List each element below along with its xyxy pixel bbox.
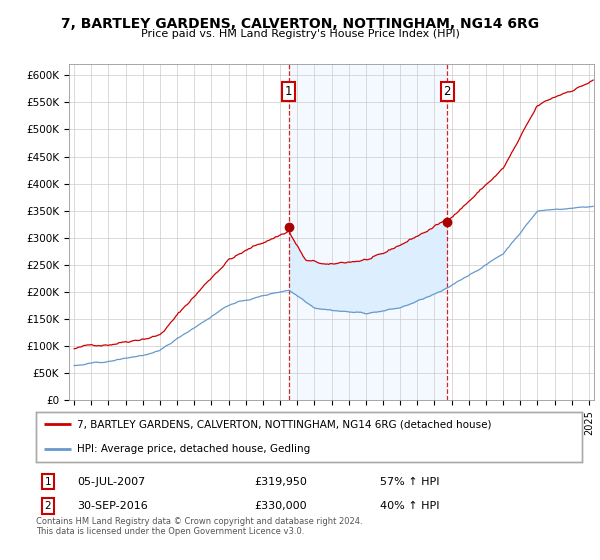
- Text: 7, BARTLEY GARDENS, CALVERTON, NOTTINGHAM, NG14 6RG: 7, BARTLEY GARDENS, CALVERTON, NOTTINGHA…: [61, 17, 539, 31]
- Text: £319,950: £319,950: [254, 477, 307, 487]
- Text: Price paid vs. HM Land Registry's House Price Index (HPI): Price paid vs. HM Land Registry's House …: [140, 29, 460, 39]
- Text: 7, BARTLEY GARDENS, CALVERTON, NOTTINGHAM, NG14 6RG (detached house): 7, BARTLEY GARDENS, CALVERTON, NOTTINGHA…: [77, 419, 491, 429]
- Text: 2: 2: [443, 85, 451, 98]
- Text: 57% ↑ HPI: 57% ↑ HPI: [380, 477, 439, 487]
- Text: 1: 1: [285, 85, 292, 98]
- Text: 40% ↑ HPI: 40% ↑ HPI: [380, 501, 439, 511]
- Text: 30-SEP-2016: 30-SEP-2016: [77, 501, 148, 511]
- Text: Contains HM Land Registry data © Crown copyright and database right 2024.
This d: Contains HM Land Registry data © Crown c…: [36, 517, 362, 536]
- Text: HPI: Average price, detached house, Gedling: HPI: Average price, detached house, Gedl…: [77, 445, 310, 454]
- Text: 1: 1: [44, 477, 52, 487]
- Text: 2: 2: [44, 501, 52, 511]
- Text: £330,000: £330,000: [254, 501, 307, 511]
- Text: 05-JUL-2007: 05-JUL-2007: [77, 477, 145, 487]
